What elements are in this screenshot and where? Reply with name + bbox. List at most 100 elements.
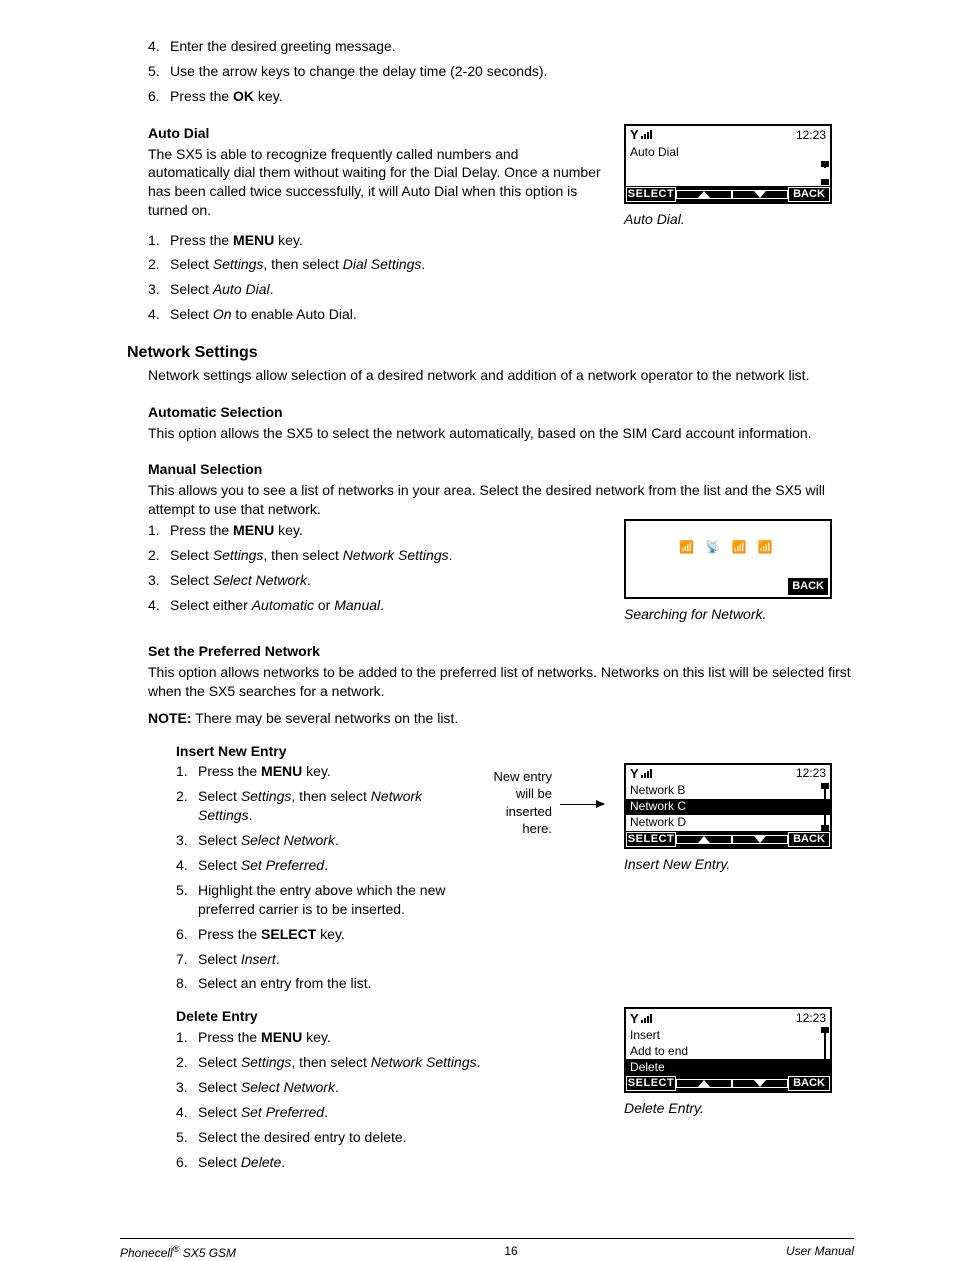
delete-figure: Y 12:23 Insert Add to end Delete SELECT … <box>624 999 854 1118</box>
step-text: Enter the desired greeting message. <box>170 37 854 56</box>
figure-caption: Auto Dial. <box>624 210 854 229</box>
step-num: 4. <box>148 37 170 56</box>
step-row: 4.Select Set Preferred. <box>176 1103 604 1122</box>
triangle-up-icon <box>698 191 710 198</box>
list-item: Network D <box>626 815 830 831</box>
figure-caption: Searching for Network. <box>624 605 854 624</box>
step-row: 2.Select Settings, then select Dial Sett… <box>148 255 854 274</box>
phone-time: 12:23 <box>796 127 826 143</box>
phone-time: 12:23 <box>796 1010 826 1026</box>
step-row: 2.Select Settings, then select Network S… <box>176 787 470 825</box>
network-heading: Network Settings <box>127 342 854 364</box>
phone-body <box>626 160 830 186</box>
step-row: 6.Select Delete. <box>176 1153 604 1172</box>
delete-heading: Delete Entry <box>176 1007 604 1026</box>
scroll-thumb <box>821 161 829 167</box>
annotation-text: inserted here. <box>490 803 560 838</box>
autodial-heading: Auto Dial <box>148 124 604 143</box>
registered-icon: ® <box>173 1244 180 1254</box>
list-item: Insert <box>626 1027 830 1043</box>
signal-icon: Y <box>630 1010 652 1028</box>
softkey-select: SELECT <box>626 187 676 202</box>
softkey-back: BACK <box>788 187 830 202</box>
step-row: 8.Select an entry from the list. <box>176 974 470 993</box>
list-item-selected: Network C <box>626 799 830 815</box>
phone-softkeys: SELECT BACK <box>626 186 830 202</box>
softkey-select: SELECT <box>626 832 676 847</box>
step-row: 3.Select Auto Dial. <box>148 280 854 299</box>
step-row: 2.Select Settings, then select Network S… <box>176 1053 604 1072</box>
step-row: 2.Select Settings, then select Network S… <box>148 546 604 565</box>
step-row: 5.Highlight the entry above which the ne… <box>176 881 470 919</box>
softkey-back: BACK <box>788 832 830 847</box>
step-text: Press the OK key. <box>170 87 854 106</box>
step-row: 6.Press the SELECT key. <box>176 925 470 944</box>
searching-figure: 📶 📡 📶 📶 BACK Searching for Network. <box>624 519 854 624</box>
network-text: Network settings allow selection of a de… <box>148 366 854 385</box>
autodial-text: The SX5 is able to recognize frequently … <box>148 145 604 221</box>
manual-sel-heading: Manual Selection <box>148 460 854 479</box>
annotation-arrow: New entry will be inserted here. <box>490 768 604 838</box>
scroll-thumb <box>821 179 829 185</box>
phone-softkeys: SELECT BACK <box>626 1075 830 1091</box>
auto-sel-text: This option allows the SX5 to select the… <box>148 424 854 443</box>
phone-screen-insert: Y 12:23 Network B Network C Network D SE… <box>624 763 832 849</box>
step-row: 4.Select On to enable Auto Dial. <box>148 305 854 324</box>
phone-time: 12:23 <box>796 765 826 781</box>
scroll-track <box>824 1029 826 1073</box>
page-number: 16 <box>504 1243 517 1261</box>
step-row: 5.Select the desired entry to delete. <box>176 1128 604 1147</box>
scroll-track <box>824 785 826 829</box>
scroll-thumb <box>821 1027 829 1033</box>
insert-figure: Y 12:23 Network B Network C Network D SE… <box>624 728 854 874</box>
footer-doc-type: User Manual <box>786 1243 854 1261</box>
step-row: 7.Select Insert. <box>176 950 470 969</box>
step-row: 6.Press the OK key. <box>148 87 854 106</box>
step-row: 3.Select Select Network. <box>176 831 470 850</box>
triangle-down-icon <box>754 191 766 198</box>
scroll-thumb <box>821 825 829 831</box>
set-pref-text: This option allows networks to be added … <box>148 663 854 701</box>
phone-status-bar: Y 12:23 <box>626 1009 830 1027</box>
softkey-up <box>676 1079 732 1088</box>
set-pref-heading: Set the Preferred Network <box>148 642 854 661</box>
arrow-icon <box>560 804 604 805</box>
phone-screen-autodial: Y 12:23 Auto Dial SELECT BACK <box>624 124 832 204</box>
manual-sel-text: This allows you to see a list of network… <box>148 481 854 519</box>
scroll-thumb <box>821 1069 829 1075</box>
phone-title: Auto Dial <box>626 144 830 160</box>
autodial-figure: Y 12:23 Auto Dial SELECT BACK Auto Dial. <box>624 124 854 229</box>
softkey-select: SELECT <box>626 1076 676 1091</box>
phone-status-bar: Y 12:23 <box>626 765 830 783</box>
step-row: 5.Use the arrow keys to change the delay… <box>148 62 854 81</box>
softkey-down <box>732 190 788 199</box>
phone-screen-delete: Y 12:23 Insert Add to end Delete SELECT … <box>624 1007 832 1093</box>
tower-icons: 📶 📡 📶 📶 <box>626 539 830 555</box>
step-num: 5. <box>148 62 170 81</box>
softkey-up <box>676 835 732 844</box>
set-pref-note: NOTE: There may be several networks on t… <box>148 709 854 728</box>
phone-softkeys: SELECT BACK <box>626 831 830 847</box>
step-row: 4.Select Set Preferred. <box>176 856 470 875</box>
softkey-up <box>676 190 732 199</box>
auto-sel-heading: Automatic Selection <box>148 403 854 422</box>
footer-product: Phonecell® SX5 GSM <box>120 1243 236 1261</box>
phone-status-bar: Y 12:23 <box>626 126 830 144</box>
softkey-down <box>732 1079 788 1088</box>
page-footer: Phonecell® SX5 GSM 16 User Manual <box>120 1243 854 1261</box>
list-item: Network B <box>626 783 830 799</box>
figure-caption: Insert New Entry. <box>624 855 854 874</box>
step-row: 1.Press the MENU key. <box>176 762 470 781</box>
annotation-text: New entry will be <box>490 768 560 803</box>
step-row: 1.Press the MENU key. <box>176 1028 604 1047</box>
step-row: 3.Select Select Network. <box>176 1078 604 1097</box>
page-content: 4.Enter the desired greeting message. 5.… <box>120 37 854 1261</box>
list-item: Add to end <box>626 1043 830 1059</box>
step-row: 1.Press the MENU key. <box>148 231 854 250</box>
scroll-thumb <box>821 783 829 789</box>
insert-heading: Insert New Entry <box>176 742 470 761</box>
softkey-back: BACK <box>788 1076 830 1091</box>
step-row: 3.Select Select Network. <box>148 571 604 590</box>
softkey-back: BACK <box>788 578 828 595</box>
phone-screen-searching: 📶 📡 📶 📶 BACK <box>624 519 832 599</box>
